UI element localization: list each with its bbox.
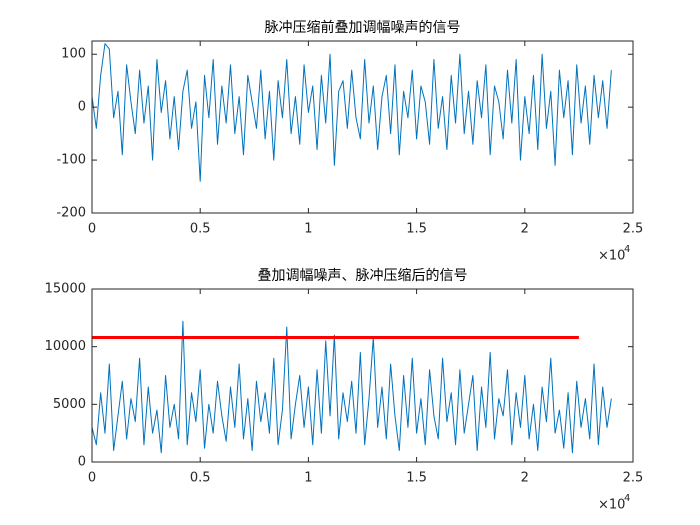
x-multiplier-exponent: 4: [624, 244, 630, 255]
x-tick-label: 0.5: [190, 471, 211, 486]
x-tick-label: 1.5: [406, 222, 427, 237]
series-line: [91, 43, 612, 182]
y-tick-label: 100: [61, 47, 86, 62]
x-multiplier-exponent: 4: [624, 493, 630, 504]
chart-title: 叠加调幅噪声、脉冲压缩后的信号: [258, 268, 468, 284]
x-tick-label: 2.5: [623, 471, 644, 486]
plot-area: [92, 41, 633, 213]
x-tick-label: 0: [88, 471, 96, 486]
plot-area: [92, 289, 633, 462]
axes-box: [91, 40, 634, 214]
x-tick-label: 1: [304, 471, 312, 486]
x-tick-label: 1: [304, 222, 312, 237]
x-tick-label: 0.5: [190, 222, 211, 237]
y-tick-label: 5000: [53, 397, 86, 412]
x-tick-label: 2: [521, 222, 529, 237]
axes-box: [91, 288, 634, 463]
y-tick-label: -100: [56, 153, 86, 168]
y-tick-label: 0: [78, 100, 86, 115]
y-tick-label: -200: [56, 206, 86, 221]
x-tick-label: 2: [521, 471, 529, 486]
series-line: [91, 320, 612, 454]
chart-title: 脉冲压缩前叠加调幅噪声的信号: [265, 19, 461, 36]
x-multiplier: ×10: [598, 498, 625, 513]
x-tick-label: 2.5: [623, 222, 644, 237]
y-tick-label: 10000: [45, 339, 86, 354]
y-tick-label: 0: [78, 455, 86, 470]
x-tick-label: 1.5: [406, 471, 427, 486]
x-multiplier: ×10: [598, 249, 625, 264]
x-tick-label: 0: [88, 222, 96, 237]
y-tick-label: 15000: [45, 282, 86, 297]
